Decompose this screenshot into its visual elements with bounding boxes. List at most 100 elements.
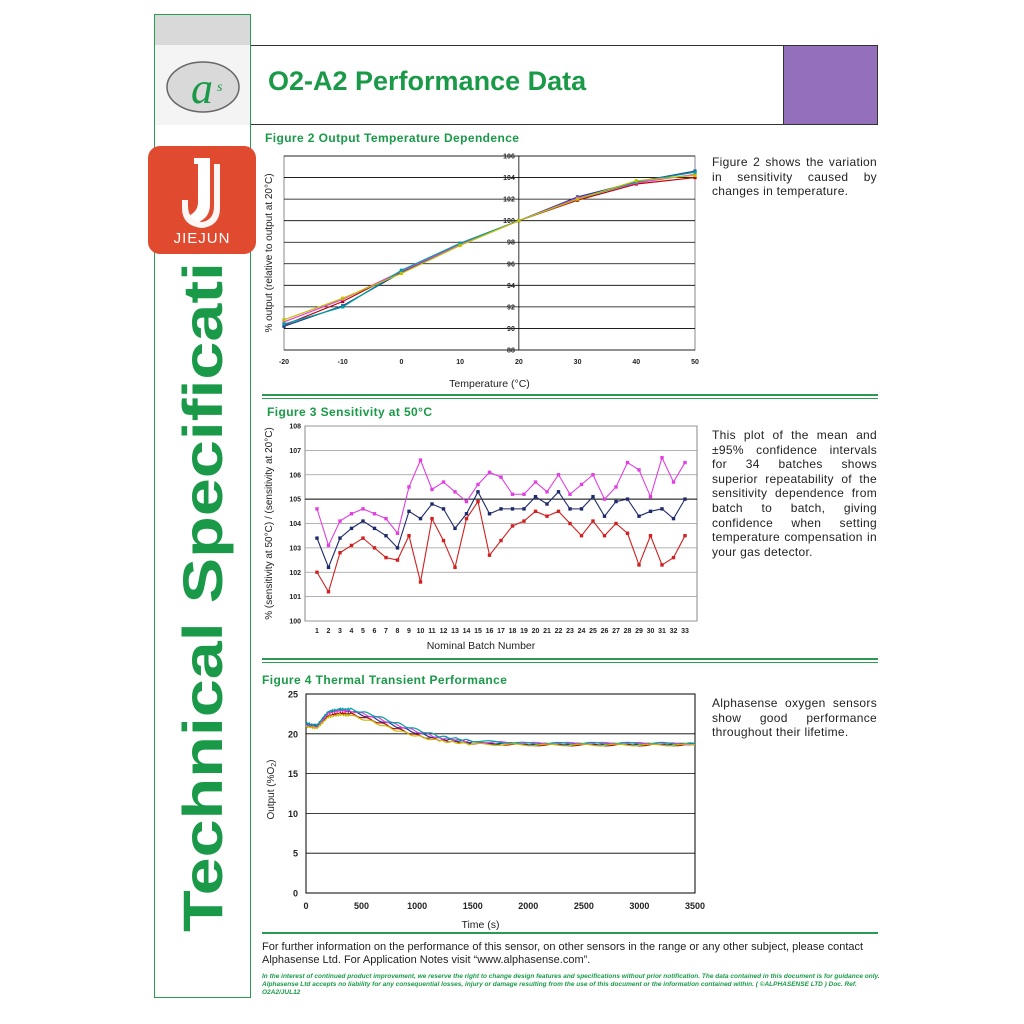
data-point — [399, 268, 404, 272]
data-point — [441, 538, 446, 543]
y-tick-label: 15 — [288, 769, 298, 779]
data-point — [683, 533, 687, 538]
x-axis-label: Temperature (°C) — [449, 378, 530, 390]
x-tick-label: 2500 — [574, 901, 594, 911]
data-point — [591, 473, 595, 477]
data-point — [683, 497, 687, 501]
separator-1b — [262, 398, 878, 399]
svg-text:Technical Specificati: Technical Specificati — [171, 262, 234, 932]
figure-3-description: This plot of the mean and ±95% confidenc… — [712, 428, 877, 559]
y-tick-label: 100 — [503, 218, 515, 225]
data-point — [499, 475, 503, 479]
data-point — [575, 197, 580, 201]
sidebar-top-band — [155, 15, 250, 45]
data-point — [637, 563, 641, 567]
data-point — [453, 565, 457, 570]
x-tick-label: 1000 — [407, 901, 427, 911]
x-axis-label: Nominal Batch Number — [427, 640, 536, 652]
data-point — [591, 519, 595, 523]
data-point — [568, 492, 572, 496]
figure-2-chart: 88 90 92 94 96 98 100 102 104 106 -20 -10 0 10 20 30 40 5… — [264, 154, 699, 391]
data-point — [458, 243, 462, 248]
x-tick-label: 50 — [691, 359, 699, 366]
data-point — [660, 563, 664, 567]
separator-3 — [262, 932, 878, 934]
data-point — [579, 507, 584, 511]
data-point — [522, 507, 526, 511]
y-tick-label: 106 — [503, 154, 515, 161]
separator-2 — [262, 658, 878, 660]
data-point — [487, 470, 492, 475]
data-point — [384, 533, 388, 538]
data-point — [372, 546, 377, 550]
x-tick-label: 30 — [574, 359, 582, 366]
y-tick-label: 5 — [293, 849, 298, 859]
y-axis-label: % output (relative to output at 20°C) — [264, 173, 275, 332]
y-tick-label: 107 — [289, 448, 301, 455]
data-point — [660, 507, 664, 511]
data-point — [349, 512, 354, 516]
data-point — [418, 516, 423, 521]
data-point — [556, 473, 561, 477]
y-tick-label: 94 — [507, 283, 515, 290]
figure-4-chart: 0 5 10 15 20 25 0 500 1000 1500 2000 2500 3000 3500 Ti… — [266, 690, 705, 932]
data-point — [602, 533, 607, 538]
logo-letter: a — [191, 64, 213, 113]
data-point — [349, 526, 354, 531]
data-point — [315, 536, 319, 540]
data-point — [487, 512, 492, 516]
series-line-4 — [283, 171, 696, 325]
y-tick-label: 102 — [289, 570, 301, 577]
data-point — [568, 521, 572, 526]
x-tick-label: 500 — [354, 901, 369, 911]
data-point — [361, 536, 365, 540]
x-tick-label: 21 — [543, 628, 551, 635]
data-point — [510, 492, 515, 496]
data-point — [637, 514, 641, 518]
y-tick-label: 103 — [289, 545, 301, 552]
x-tick-label: 23 — [566, 628, 574, 635]
data-point — [453, 490, 457, 494]
x-tick-label: 19 — [520, 628, 528, 635]
x-tick-label: 5 — [361, 628, 365, 635]
data-point — [499, 538, 503, 543]
y-tick-label: 101 — [289, 594, 301, 601]
data-point — [517, 219, 521, 223]
x-tick-label: 26 — [601, 628, 609, 635]
y-tick-label: 92 — [507, 304, 515, 311]
data-point — [407, 485, 411, 489]
x-tick-label: 24 — [578, 628, 586, 635]
x-tick-label: 31 — [658, 628, 666, 635]
data-point — [545, 514, 549, 518]
x-axis-label: Time (s) — [461, 919, 499, 931]
series-line-5 — [283, 174, 696, 321]
data-point — [602, 514, 607, 518]
data-point — [510, 507, 515, 511]
x-tick-label: 14 — [463, 628, 471, 635]
x-tick-label: 3000 — [629, 901, 649, 911]
figure-4-title: Figure 4 Thermal Transient Performance — [262, 673, 508, 687]
data-point — [441, 507, 446, 511]
x-tick-label: 29 — [635, 628, 643, 635]
data-point — [693, 170, 697, 174]
data-point — [453, 526, 457, 531]
data-point — [648, 509, 653, 514]
data-point — [487, 553, 492, 557]
data-point — [395, 558, 400, 562]
data-point — [341, 299, 345, 304]
data-point — [693, 173, 697, 177]
plot-area — [283, 155, 696, 351]
data-point — [282, 320, 286, 324]
logo-subletter: s — [217, 80, 223, 95]
data-point — [533, 509, 538, 514]
data-point — [476, 499, 480, 504]
separator-1 — [262, 394, 878, 396]
data-point — [315, 570, 319, 574]
y-tick-label: 106 — [289, 472, 301, 479]
x-tick-label: 8 — [396, 628, 400, 635]
data-point — [418, 580, 423, 584]
y-tick-label: 98 — [507, 240, 515, 247]
data-point — [372, 512, 377, 516]
x-tick-label: 0 — [303, 901, 308, 911]
x-tick-label: 1500 — [463, 901, 483, 911]
